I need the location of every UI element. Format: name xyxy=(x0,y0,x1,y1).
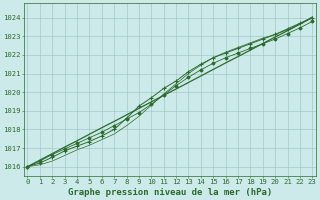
X-axis label: Graphe pression niveau de la mer (hPa): Graphe pression niveau de la mer (hPa) xyxy=(68,188,272,197)
